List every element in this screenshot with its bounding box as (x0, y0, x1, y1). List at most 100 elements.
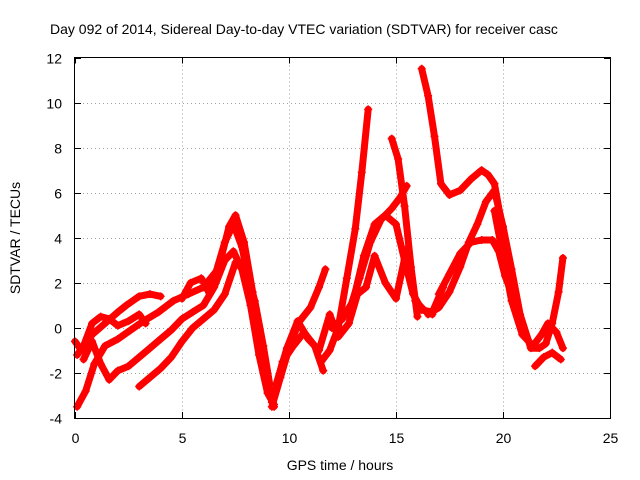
data-point (156, 335, 165, 344)
data-point (100, 319, 109, 328)
data-point (145, 344, 154, 353)
data-point (558, 254, 567, 263)
data-point (188, 323, 197, 332)
data-point (79, 355, 88, 364)
series-track-13 (387, 134, 422, 321)
data-point (139, 317, 148, 326)
data-point (113, 366, 122, 375)
y-tick-label: 0 (54, 321, 62, 337)
data-point (88, 337, 97, 346)
data-point (199, 301, 208, 310)
series-track-10 (317, 105, 373, 366)
data-point (259, 346, 268, 355)
data-point (558, 344, 567, 353)
data-point (541, 339, 550, 348)
data-point (186, 278, 195, 287)
data-point (543, 319, 552, 328)
data-point (96, 312, 105, 321)
data-point (488, 236, 497, 245)
data-point (145, 290, 154, 299)
y-axis-label: SDTVAR / TECUs (7, 182, 23, 294)
data-point (481, 197, 490, 206)
y-tick-labels: -4 -2 0 2 4 6 8 10 12 (46, 51, 62, 427)
data-point (387, 134, 396, 143)
data-point (445, 287, 454, 296)
data-point (270, 391, 279, 400)
y-tick-label: 2 (54, 276, 62, 292)
data-point (167, 353, 176, 362)
data-point (178, 337, 186, 346)
data-point (113, 335, 122, 344)
data-point (556, 355, 565, 364)
data-point (554, 287, 563, 296)
data-point (231, 211, 240, 220)
axis-ticks (75, 57, 611, 419)
data-point (248, 287, 257, 296)
series-track-15 (424, 186, 567, 353)
data-point (314, 346, 323, 355)
data-point (456, 263, 465, 272)
data-point (314, 283, 323, 292)
data-point (490, 179, 499, 188)
data-point (135, 382, 144, 391)
y-tick-label: -4 (50, 411, 63, 427)
data-point (304, 335, 313, 344)
y-tick-label: -2 (50, 366, 63, 382)
data-point (135, 310, 144, 319)
data-point (272, 380, 281, 389)
data-point (552, 328, 561, 337)
data-point (499, 251, 507, 260)
data-point (477, 166, 486, 175)
data-point (306, 303, 315, 312)
data-point (188, 308, 197, 317)
data-point (477, 236, 486, 245)
data-point (229, 247, 238, 256)
data-point (490, 206, 499, 215)
data-point (319, 366, 328, 375)
data-point (518, 330, 527, 339)
data-point (364, 105, 373, 114)
chart-title: Day 092 of 2014, Sidereal Day-to-day VTE… (50, 21, 558, 37)
x-tick-label: 10 (282, 430, 298, 446)
series-track-18 (531, 348, 565, 371)
data-point (88, 319, 97, 328)
data-point (392, 294, 400, 303)
data-point (430, 132, 439, 141)
data-point (282, 344, 291, 353)
data-point (434, 290, 443, 299)
data-point (351, 224, 360, 233)
data-point (178, 294, 186, 303)
data-point (205, 290, 214, 299)
data-point (81, 386, 90, 395)
data-point (135, 353, 144, 362)
data-point (456, 186, 465, 195)
data-point (197, 274, 206, 283)
data-point (178, 314, 186, 323)
x-tick-label: 0 (72, 430, 80, 446)
y-tick-label: 4 (54, 231, 62, 247)
data-point (169, 296, 178, 305)
data-point (445, 269, 454, 278)
data-point (88, 330, 97, 339)
data-point (113, 308, 122, 317)
data-point (145, 373, 154, 382)
data-point (167, 326, 176, 335)
x-tick-label: 25 (603, 430, 619, 446)
x-tick-label: 5 (179, 430, 187, 446)
data-point (325, 346, 334, 355)
data-point (445, 190, 454, 199)
data-point (321, 265, 330, 274)
data-point (392, 220, 400, 229)
x-tick-labels: 0 5 10 15 20 25 (72, 430, 619, 446)
x-axis-label: GPS time / hours (287, 457, 394, 473)
data-point (135, 292, 144, 301)
y-tick-label: 10 (46, 96, 62, 112)
data-point (539, 353, 548, 362)
data-point (325, 310, 334, 319)
data-point (466, 175, 475, 184)
data-point (100, 341, 109, 350)
data-point (342, 274, 351, 283)
data-point (216, 256, 225, 265)
data-point (154, 308, 163, 317)
